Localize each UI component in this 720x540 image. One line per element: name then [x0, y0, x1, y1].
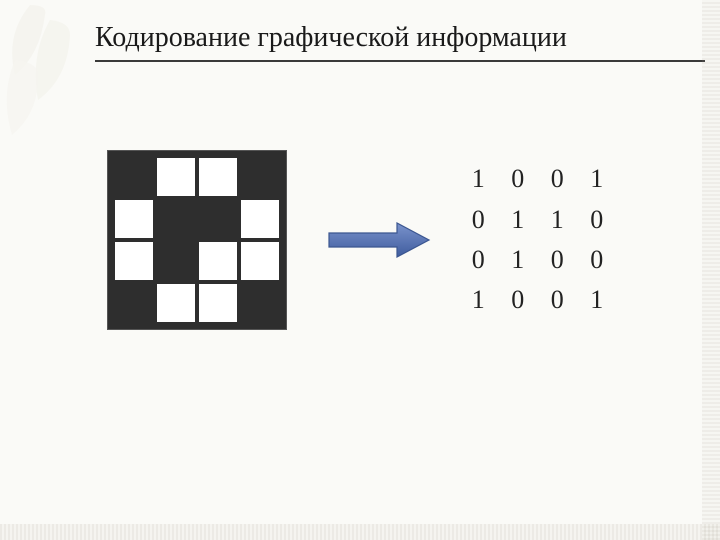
right-texture-strip	[702, 0, 720, 540]
pixel-cell	[199, 284, 237, 322]
pixel-cell	[157, 158, 195, 196]
leaf-decoration-icon	[0, 0, 90, 140]
pixel-cell	[157, 242, 195, 280]
binary-row: 1 0 0 1	[472, 280, 614, 320]
pixel-cell	[157, 284, 195, 322]
page-title: Кодирование графической информации	[95, 22, 567, 54]
pixel-cell	[241, 242, 279, 280]
arrow-icon	[327, 220, 432, 260]
binary-row: 1 0 0 1	[472, 159, 614, 199]
pixel-cell	[241, 158, 279, 196]
binary-matrix: 1 0 0 1 0 1 1 0 0 1 0 0 1 0 0 1	[472, 159, 614, 320]
pixel-cell	[115, 284, 153, 322]
title-underline	[95, 60, 705, 62]
pixel-cell	[241, 200, 279, 238]
pixel-cell	[115, 242, 153, 280]
binary-row: 0 1 0 0	[472, 240, 614, 280]
pixel-cell	[241, 284, 279, 322]
pixel-cell	[115, 200, 153, 238]
pixel-cell	[199, 158, 237, 196]
pixel-cell	[199, 242, 237, 280]
pixel-cell	[199, 200, 237, 238]
binary-row: 0 1 1 0	[472, 200, 614, 240]
bottom-texture-strip	[0, 524, 720, 540]
pixel-cell	[115, 158, 153, 196]
content-area: 1 0 0 1 0 1 1 0 0 1 0 0 1 0 0 1	[0, 150, 720, 330]
pixel-cell	[157, 200, 195, 238]
pixel-grid	[107, 150, 287, 330]
